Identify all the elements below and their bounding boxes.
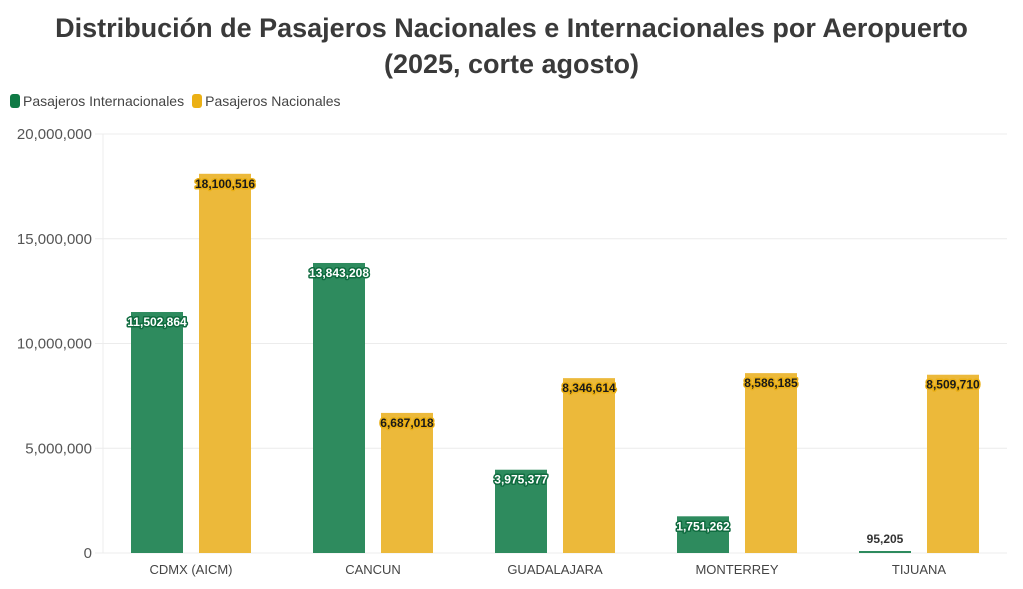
bar-internacionales — [495, 469, 547, 553]
legend-item-nacionales[interactable]: Pasajeros Nacionales — [192, 93, 341, 109]
bar-nacionales — [563, 378, 615, 553]
legend-swatch-internacionales — [10, 94, 20, 108]
bar-nacionales — [199, 173, 251, 553]
x-tick-label: CDMX (AICM) — [149, 562, 232, 577]
data-label: 13,843,208 — [309, 266, 369, 280]
bar-internacionales — [131, 312, 183, 553]
data-label: 18,100,516 — [195, 177, 255, 191]
y-tick-label: 0 — [84, 545, 92, 562]
x-tick-label: GUADALAJARA — [507, 562, 603, 577]
data-label: 1,751,262 — [676, 519, 730, 533]
x-tick-label: CANCUN — [345, 562, 401, 577]
bar-nacionales — [927, 374, 979, 553]
chart-title-line-1: Distribución de Pasajeros Nacionales e I… — [55, 13, 968, 43]
legend-swatch-nacionales — [192, 94, 203, 108]
data-label: 11,502,864 — [127, 315, 187, 329]
y-tick-label: 5,000,000 — [25, 440, 92, 457]
y-tick-label: 20,000,000 — [17, 126, 92, 143]
bar-nacionales — [745, 373, 797, 553]
bar-internacionales — [859, 551, 911, 553]
data-label: 3,975,377 — [494, 473, 548, 487]
chart-title-line-2: (2025, corte agosto) — [383, 49, 640, 79]
data-label: 6,687,018 — [380, 416, 434, 430]
legend-item-internacionales[interactable]: Pasajeros Internacionales — [10, 93, 184, 109]
bar-internacionales — [313, 262, 365, 553]
legend: Pasajeros Internacionales Pasajeros Naci… — [10, 93, 341, 109]
y-tick-label: 10,000,000 — [17, 336, 92, 353]
bar-internacionales — [677, 516, 729, 553]
data-label: 8,586,185 — [744, 376, 798, 390]
data-label: 95,205 — [867, 532, 904, 546]
y-tick-label: 15,000,000 — [17, 231, 92, 248]
x-tick-label: MONTERREY — [695, 562, 778, 577]
chart-title: Distribución de Pasajeros Nacionales e I… — [0, 10, 1023, 82]
x-tick-label: TIJUANA — [892, 562, 947, 577]
data-label: 8,346,614 — [562, 381, 616, 395]
data-label: 8,509,710 — [926, 378, 980, 392]
legend-label-internacionales: Pasajeros Internacionales — [23, 93, 185, 109]
bar-nacionales — [381, 412, 433, 553]
legend-label-nacionales: Pasajeros Nacionales — [205, 93, 341, 109]
